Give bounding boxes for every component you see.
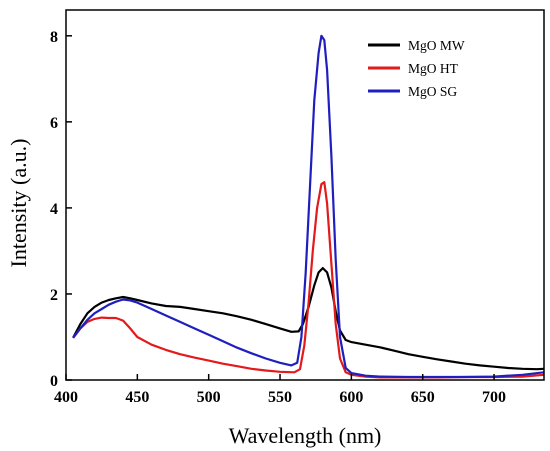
plot-area [72,34,545,379]
x-tick-label: 450 [125,389,149,406]
y-axis: 0 2 4 6 8 [50,29,72,390]
x-axis: 400 450 500 550 600 650 700 [54,374,506,406]
y-tick-label: 8 [50,29,58,46]
x-tick-label: 700 [482,389,506,406]
x-axis-title: Wavelength (nm) [229,423,382,448]
x-tick-label: 500 [197,389,221,406]
y-tick-label: 0 [50,373,58,390]
plot-frame [65,9,545,381]
y-axis-title: Intensity (a.u.) [6,139,31,268]
legend: MgO MW MgO HT MgO SG [368,38,465,99]
series-line-mgo-sg [72,34,545,379]
y-tick-label: 2 [50,287,58,304]
x-tick-label: 550 [268,389,292,406]
x-tick-label: 600 [339,389,363,406]
y-tick-label: 4 [50,201,58,218]
legend-label: MgO MW [408,38,465,53]
legend-label: MgO SG [408,84,457,99]
x-tick-label: 650 [411,389,435,406]
y-tick-label: 6 [50,115,58,132]
series-line-mgo-mw [72,267,545,371]
x-tick-label: 400 [54,389,78,406]
legend-label: MgO HT [408,61,459,76]
